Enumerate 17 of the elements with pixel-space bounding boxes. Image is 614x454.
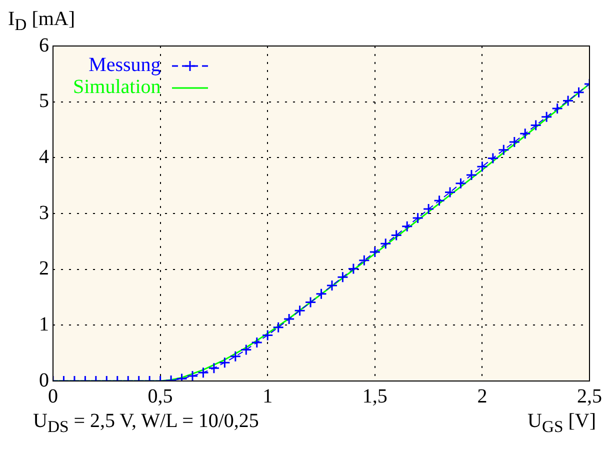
legend-label: Simulation <box>73 76 161 98</box>
y-tick-label: 2 <box>39 258 49 280</box>
x-tick-label: 2 <box>477 385 488 408</box>
x-axis-title: U$_{GS}$ [V] <box>527 410 596 437</box>
x-tick-label: 2,5 <box>577 385 602 408</box>
y-tick-label: 1 <box>39 313 49 336</box>
y-tick-label: 5 <box>39 90 49 112</box>
text: U$_{DS}$ = 2,5 V, W/L = 10/0,25 <box>33 410 259 437</box>
y-tick-label: 3 <box>39 202 49 224</box>
y-tick-label: 4 <box>39 146 49 168</box>
y-tick-label: 6 <box>39 34 49 56</box>
legend-label: Messung <box>88 54 161 76</box>
x-tick-label: 1,5 <box>362 385 388 408</box>
x-tick-label: 0,5 <box>148 385 173 408</box>
y-axis-title: I$_{D}$ [mA] <box>8 8 76 35</box>
x-tick-label: 1 <box>262 385 273 408</box>
y-tick-label: 0 <box>39 369 49 392</box>
